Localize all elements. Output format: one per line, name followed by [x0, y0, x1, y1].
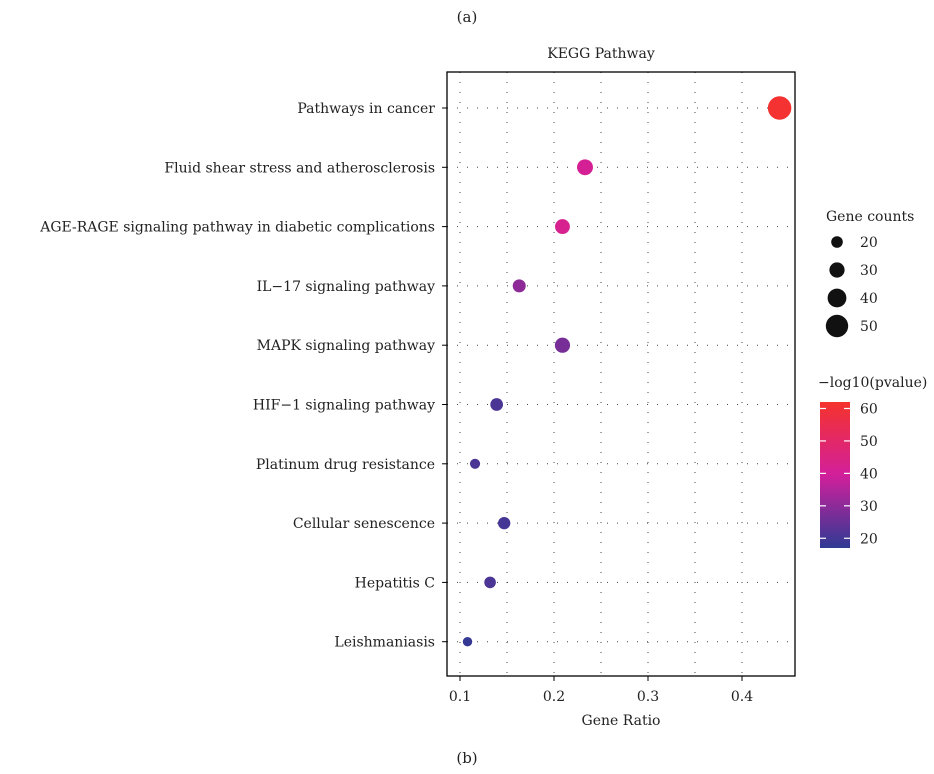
y-tick-labels: Pathways in cancer Fluid shear stress and… [39, 101, 447, 651]
y-tick-label: MAPK signaling pathway [257, 338, 435, 354]
data-point [767, 96, 792, 120]
size-legend-dot [829, 262, 845, 278]
x-tick-label: 0.3 [637, 689, 659, 705]
data-point [554, 337, 571, 353]
data-point [462, 636, 473, 647]
y-tick-label: Fluid shear stress and atherosclerosis [164, 160, 435, 176]
data-point [577, 159, 593, 176]
x-tick-label: 0.1 [449, 689, 471, 705]
plot-frame [446, 71, 796, 677]
size-legend-label: 50 [860, 319, 878, 335]
x-axis-label: Gene Ratio [582, 713, 661, 729]
color-legend-ticks: 20 30 40 50 60 [820, 401, 878, 547]
size-legend-label: 20 [860, 235, 878, 251]
y-tick-label: HIF−1 signaling pathway [253, 398, 435, 414]
data-points [462, 96, 792, 647]
data-point [490, 398, 503, 411]
color-legend-label: 60 [860, 401, 878, 417]
color-legend-label: 20 [860, 531, 878, 547]
grid-lines [447, 72, 795, 676]
y-tick-label: Hepatitis C [355, 575, 435, 591]
y-tick-label: IL−17 signaling pathway [257, 279, 435, 295]
bottom-caption: (b) [456, 749, 477, 767]
top-caption: (a) [457, 8, 478, 26]
data-point [512, 279, 526, 293]
data-point [469, 458, 481, 469]
y-tick-label: Leishmaniasis [334, 635, 435, 651]
size-legend-title: Gene counts [826, 209, 914, 225]
x-tick-label: 0.2 [543, 689, 565, 705]
size-legend-label: 40 [860, 291, 878, 307]
size-legend-dot [827, 288, 847, 308]
y-tick-label: AGE-RAGE signaling pathway in diabetic c… [39, 220, 435, 236]
color-legend-label: 50 [860, 434, 878, 450]
color-legend-label: 40 [860, 466, 878, 482]
y-tick-label: Cellular senescence [293, 516, 435, 532]
chart-title: KEGG Pathway [547, 46, 655, 62]
x-tick-label: 0.4 [731, 689, 753, 705]
size-legend-label: 30 [860, 263, 878, 279]
x-ticks: 0.1 0.2 0.3 0.4 [449, 676, 753, 705]
size-legend: 20 30 40 50 [825, 235, 878, 338]
color-legend-bar [820, 402, 850, 548]
y-tick-label: Platinum drug resistance [256, 457, 435, 473]
data-point [498, 516, 511, 530]
color-legend-title: −log10(pvalue) [818, 375, 927, 391]
size-legend-dot [825, 314, 849, 338]
color-legend-label: 30 [860, 499, 878, 515]
data-point [555, 219, 570, 235]
size-legend-dot [831, 236, 843, 248]
data-point [484, 576, 496, 589]
y-tick-label: Pathways in cancer [297, 101, 435, 117]
